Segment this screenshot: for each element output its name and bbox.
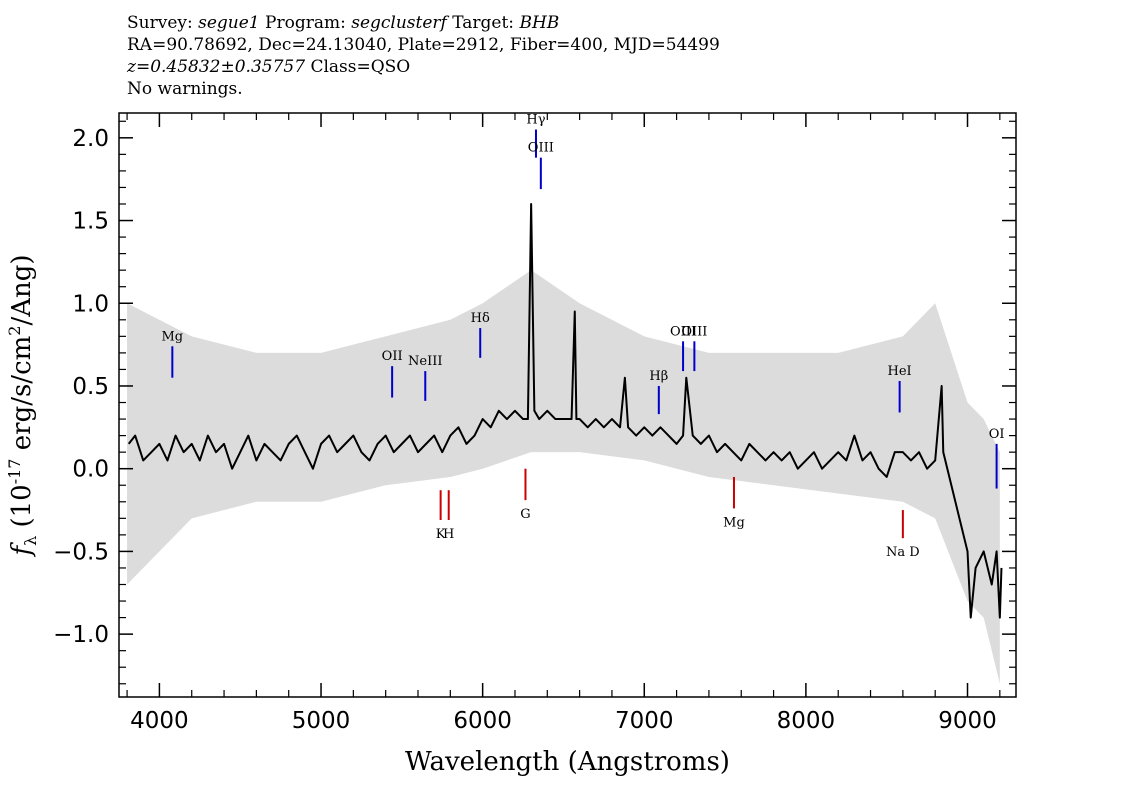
emission-line-label: OIII bbox=[670, 324, 696, 339]
y-axis-text: (10 bbox=[7, 484, 37, 536]
y-tick-label: 0.0 bbox=[72, 457, 109, 483]
survey-value: segue1 bbox=[198, 13, 260, 33]
header-line-redshift: z=0.45832±0.35757 Class=QSO bbox=[127, 56, 720, 78]
emission-line-label: OI bbox=[989, 427, 1005, 442]
program-label: Program: bbox=[265, 13, 346, 33]
absorption-line-label: Na D bbox=[886, 545, 920, 560]
emission-line-label: NeIII bbox=[408, 354, 442, 369]
x-axis-title: Wavelength (Angstroms) bbox=[405, 747, 730, 777]
flux-line-layer bbox=[127, 202, 1003, 619]
error-band-layer bbox=[127, 270, 1000, 684]
emission-line-label: Hβ bbox=[649, 369, 668, 384]
absorption-line-label: G bbox=[520, 507, 530, 522]
y-tick-label: 0.5 bbox=[72, 374, 109, 400]
header-line-warnings: No warnings. bbox=[127, 79, 243, 99]
class-value: Class=QSO bbox=[310, 57, 411, 77]
program-value: segclusterf bbox=[351, 13, 447, 33]
absorption-line-label: K bbox=[436, 527, 446, 542]
x-tick-label: 9000 bbox=[938, 708, 997, 734]
emission-line-label: OIII bbox=[528, 141, 554, 156]
x-tick-label: 8000 bbox=[777, 708, 836, 734]
header-line-survey: Survey: segue1 Program: segclusterf Targ… bbox=[127, 12, 720, 34]
y-tick-label: 1.5 bbox=[72, 209, 109, 235]
y-axis-exponent: -17 bbox=[5, 459, 24, 485]
x-tick-label: 5000 bbox=[292, 708, 351, 734]
emission-line-label: HeI bbox=[888, 364, 912, 379]
absorption-line-label: Mg bbox=[723, 515, 745, 530]
y-tick-label: −0.5 bbox=[53, 539, 109, 565]
y-tick-label: −1.0 bbox=[53, 622, 109, 648]
emission-line-label: Hδ bbox=[471, 311, 490, 326]
x-tick-label: 4000 bbox=[130, 708, 189, 734]
flux-line bbox=[127, 202, 1003, 619]
redshift-value: z=0.45832±0.35757 bbox=[127, 57, 306, 77]
spectrum-header: Survey: segue1 Program: segclusterf Targ… bbox=[127, 12, 720, 100]
y-tick-label: 1.0 bbox=[72, 291, 109, 317]
y-axis-units: erg/s/cm bbox=[7, 336, 37, 459]
emission-line-label: Mg bbox=[162, 329, 184, 344]
emission-line-label: Hγ bbox=[526, 113, 545, 128]
survey-label: Survey: bbox=[127, 13, 193, 33]
target-label: Target: bbox=[452, 13, 515, 33]
absorption-line-label: H bbox=[443, 527, 454, 542]
emission-line-label: OII bbox=[382, 349, 403, 364]
x-tick-label: 7000 bbox=[615, 708, 674, 734]
x-tick-label: 6000 bbox=[453, 708, 512, 734]
plot-frame bbox=[118, 112, 1017, 698]
y-axis-symbol-sub: λ bbox=[21, 536, 40, 546]
error-band bbox=[127, 270, 1000, 684]
y-axis-exponent-2: 2 bbox=[5, 326, 24, 336]
header-line-coords: RA=90.78692, Dec=24.13040, Plate=2912, F… bbox=[127, 35, 720, 55]
y-axis-title: fλ (10-17 erg/s/cm2/Ang) bbox=[5, 254, 40, 557]
target-value: BHB bbox=[519, 13, 560, 33]
emission-line-label: OIII bbox=[681, 324, 707, 339]
y-axis-units-end: /Ang) bbox=[7, 254, 37, 325]
y-tick-label: 2.0 bbox=[72, 126, 109, 152]
axis-ticks: 4000 5000 6000 7000 8000 9000 −1.0 −0.5 0.0 0.5 1.… bbox=[53, 113, 1016, 734]
